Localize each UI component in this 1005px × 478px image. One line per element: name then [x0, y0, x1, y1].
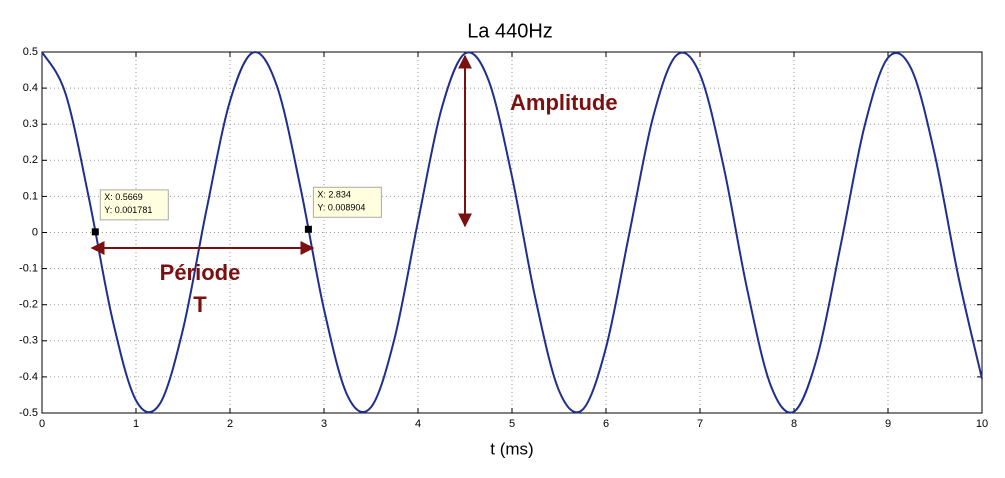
y-tick-label: 0.1: [23, 190, 38, 202]
y-tick-label: -0.5: [19, 407, 38, 419]
amplitude-label: Amplitude: [510, 90, 618, 115]
x-tick-label: 6: [603, 418, 609, 430]
datatip-x: X: 0.5669: [104, 192, 143, 202]
y-tick-label: 0.2: [23, 154, 38, 166]
y-tick-label: 0.4: [23, 82, 38, 94]
period-symbol: T: [193, 292, 207, 317]
x-tick-label: 1: [133, 418, 139, 430]
x-tick-label: 5: [509, 418, 515, 430]
x-axis-label: t (ms): [490, 439, 533, 458]
y-tick-label: -0.1: [19, 263, 38, 275]
x-tick-label: 2: [227, 418, 233, 430]
x-tick-label: 8: [791, 418, 797, 430]
period-label: Période: [160, 260, 241, 285]
x-tick-label: 9: [885, 418, 891, 430]
datatip-box: [312, 186, 382, 218]
axes-box: [41, 51, 983, 414]
datatip-marker: [304, 225, 312, 233]
y-tick-label: 0.5: [23, 46, 38, 58]
x-tick-label: 4: [415, 418, 421, 430]
x-tick-label: 0: [39, 418, 45, 430]
datatip-marker: [91, 228, 99, 236]
y-tick-label: -0.4: [19, 371, 38, 383]
y-tick-label: -0.3: [19, 335, 38, 347]
datatip-y: Y: 0.001781: [104, 205, 152, 215]
y-tick-label: -0.2: [19, 299, 38, 311]
y-tick-label: 0.3: [23, 118, 38, 130]
x-tick-label: 10: [976, 418, 988, 430]
x-tick-label: 7: [697, 418, 703, 430]
chart-title: La 440Hz: [467, 20, 553, 42]
x-tick-label: 3: [321, 418, 327, 430]
datatip-box: [99, 189, 169, 221]
datatip-x: X: 2.834: [317, 190, 351, 200]
datatip-y: Y: 0.008904: [317, 203, 365, 213]
y-tick-label: 0: [32, 226, 38, 238]
